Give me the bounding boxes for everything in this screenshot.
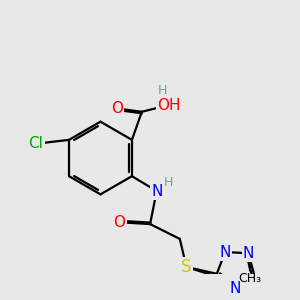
Text: H: H	[158, 85, 167, 98]
Text: N: N	[220, 244, 231, 260]
Text: CH₃: CH₃	[238, 272, 262, 285]
Text: Cl: Cl	[28, 136, 44, 151]
Text: N: N	[151, 184, 162, 199]
Text: S: S	[181, 258, 192, 276]
Text: N: N	[243, 246, 254, 261]
Text: OH: OH	[157, 98, 181, 113]
Text: H: H	[164, 176, 173, 189]
Text: O: O	[113, 215, 125, 230]
Text: N: N	[229, 281, 241, 296]
Text: O: O	[111, 101, 123, 116]
